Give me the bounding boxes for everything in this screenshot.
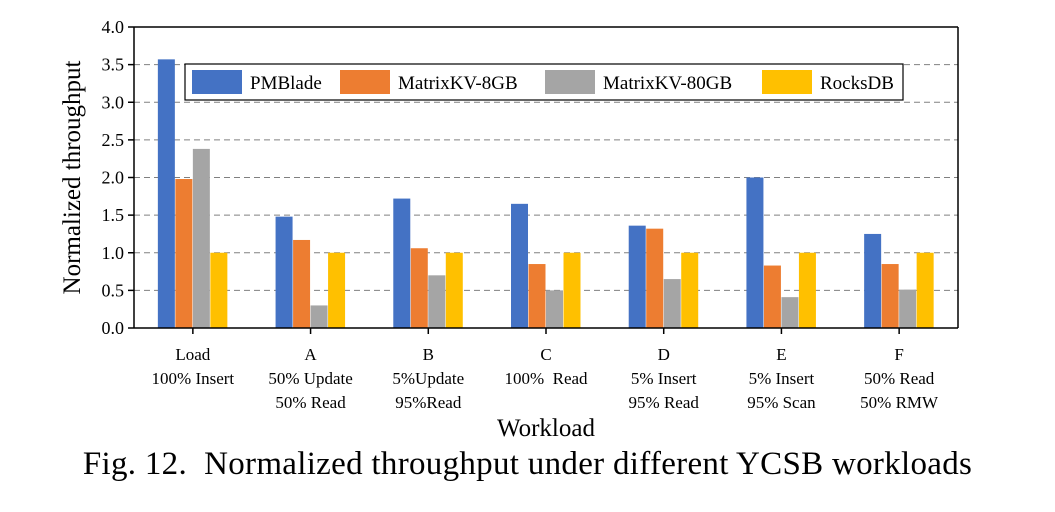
bar <box>275 216 293 328</box>
bar-chart: 0.0 0.5 1.0 1.5 2.0 2.5 3.0 3.5 4.0 Load 100% Ins… <box>59 17 959 442</box>
legend-swatch <box>762 70 812 94</box>
bar <box>916 252 934 328</box>
bar <box>546 290 563 328</box>
bar <box>428 275 446 328</box>
legend-swatch <box>545 70 595 94</box>
bar <box>646 228 664 328</box>
x-tick-label: 50% Read <box>275 393 346 412</box>
legend-label: RocksDB <box>820 73 894 94</box>
x-tick-label: 95%Read <box>395 393 462 412</box>
x-tick-label: 50% Update <box>268 369 353 388</box>
bar <box>746 177 764 328</box>
x-axis-label: Workload <box>497 415 595 442</box>
y-tick-label: 3.0 <box>102 92 125 112</box>
bar <box>445 252 463 328</box>
y-tick-label: 2.5 <box>102 130 125 150</box>
x-tick-label: B <box>423 345 434 364</box>
x-tick-label: 100% Read <box>504 369 588 388</box>
y-tick-label: 1.0 <box>102 243 125 263</box>
bar <box>563 252 581 328</box>
bar <box>763 265 781 328</box>
y-tick-label: 0.5 <box>102 280 125 300</box>
bar <box>528 264 546 328</box>
y-tick-label: 1.5 <box>102 205 125 225</box>
legend-label: MatrixKV-80GB <box>603 73 732 94</box>
bar <box>663 279 681 328</box>
x-tick-label: E <box>776 345 786 364</box>
bar <box>410 248 428 328</box>
bar <box>293 239 311 328</box>
x-tick-label: 95% Scan <box>747 393 816 412</box>
x-tick-label: 5% Insert <box>749 369 815 388</box>
y-tick-label: 2.0 <box>102 168 125 188</box>
bar <box>511 203 528 328</box>
figure-caption: Fig. 12. Normalized throughput under dif… <box>0 446 1055 483</box>
bar <box>899 289 917 328</box>
x-tick-label: 5%Update <box>392 369 464 388</box>
bar-series <box>157 59 934 329</box>
bar <box>864 233 882 328</box>
y-tick-label: 0.0 <box>102 318 125 338</box>
y-axis-ticks: 0.0 0.5 1.0 1.5 2.0 2.5 3.0 3.5 4.0 <box>102 17 134 338</box>
legend-swatch <box>192 70 242 94</box>
x-tick-label: 95% Read <box>629 393 700 412</box>
bar <box>781 297 799 328</box>
x-tick-label: 50% Read <box>864 369 935 388</box>
x-tick-label: 50% RMW <box>860 393 939 412</box>
bar <box>881 264 899 328</box>
x-tick-label: D <box>658 345 670 364</box>
bar <box>210 252 228 328</box>
x-tick-label: 5% Insert <box>631 369 697 388</box>
legend-label: PMBlade <box>250 73 322 94</box>
y-tick-label: 4.0 <box>102 17 125 37</box>
x-tick-label: C <box>540 345 551 364</box>
legend-swatch <box>340 70 390 94</box>
x-tick-label: 100% Insert <box>152 369 235 388</box>
bar <box>393 198 411 328</box>
bar <box>328 252 346 328</box>
legend: PMBlade MatrixKV-8GB MatrixKV-80GB RocksDB <box>184 63 904 101</box>
caption-prefix: Fig. 12. <box>82 446 187 482</box>
bar <box>681 252 699 328</box>
bar <box>628 225 646 328</box>
x-tick-label: F <box>894 345 903 364</box>
x-axis-ticks: Load 100% Insert A 50% Update 50% Read B 5%Upd… <box>152 328 939 412</box>
bar <box>798 252 816 328</box>
legend-label: MatrixKV-8GB <box>398 73 518 94</box>
bar <box>192 148 210 328</box>
bar <box>157 59 175 329</box>
bar <box>175 179 193 328</box>
y-tick-label: 3.5 <box>102 55 125 75</box>
caption-text: Normalized throughput under different YC… <box>204 446 973 482</box>
x-tick-label: A <box>304 345 317 364</box>
bar <box>310 305 328 328</box>
y-axis-label: Normalized throughput <box>59 60 86 294</box>
x-tick-label: Load <box>175 345 210 364</box>
